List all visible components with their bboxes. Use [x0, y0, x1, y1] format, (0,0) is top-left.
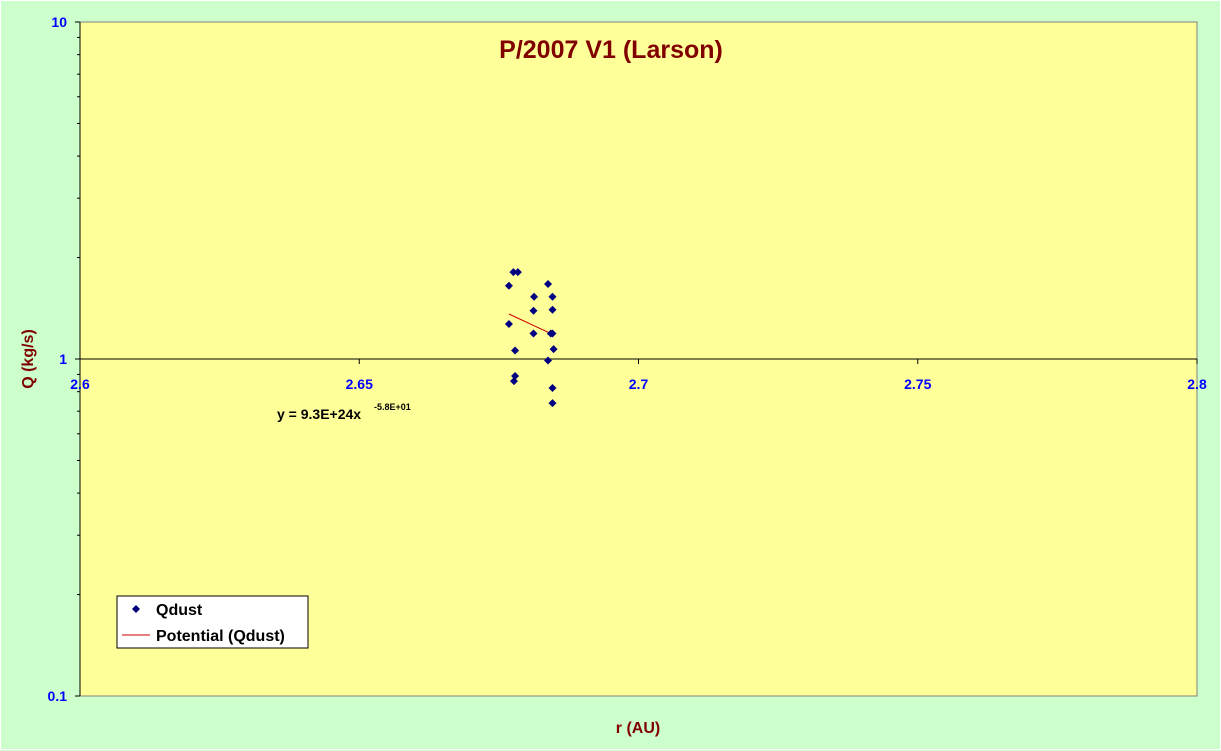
- trendline-equation: y = 9.3E+24x -5.8E+01: [277, 402, 411, 422]
- y-tick-label: 1: [59, 351, 67, 367]
- x-axis-title: r (AU): [616, 720, 660, 737]
- data-point: [504, 281, 513, 290]
- data-point: [511, 346, 520, 355]
- data-point: [504, 320, 513, 329]
- legend-marker-qdust: [132, 605, 140, 613]
- data-point: [548, 305, 557, 314]
- trendline: [508, 313, 554, 336]
- y-tick-label: 0.1: [48, 688, 68, 704]
- x-tick-label: 2.7: [629, 376, 649, 392]
- data-point: [548, 399, 557, 408]
- x-tick-label: 2.6: [70, 376, 90, 392]
- data-point: [509, 268, 518, 277]
- x-tick-labels: 2.6 2.65 2.7 2.75 2.8: [70, 376, 1207, 392]
- points-layer: [504, 268, 558, 408]
- legend-label-trend: Potential (Qdust): [156, 628, 285, 645]
- data-point: [544, 279, 553, 288]
- legend-label-qdust: Qdust: [156, 602, 203, 619]
- data-point: [548, 329, 557, 338]
- data-point: [548, 292, 557, 301]
- data-point: [509, 377, 518, 386]
- data-point: [529, 306, 538, 315]
- x-tick-label: 2.8: [1187, 376, 1207, 392]
- data-point: [513, 268, 522, 277]
- data-point: [511, 372, 520, 381]
- x-tick-label: 2.75: [904, 376, 931, 392]
- y-tick-label: 10: [51, 14, 67, 30]
- chart-title: P/2007 V1 (Larson): [499, 36, 723, 64]
- data-point: [529, 329, 538, 338]
- trendline-layer: [508, 313, 554, 336]
- x-tick-label: 2.65: [346, 376, 373, 392]
- data-point: [549, 345, 558, 354]
- equation-text: y = 9.3E+24x: [277, 406, 361, 422]
- data-point: [530, 292, 539, 301]
- y-tick-labels: 0.1 1 10: [48, 14, 68, 704]
- y-axis-title: Q (kg/s): [20, 329, 37, 389]
- data-point: [548, 384, 557, 393]
- legend: Qdust Potential (Qdust): [116, 595, 309, 649]
- legend-box: [116, 595, 309, 649]
- equation-exponent: -5.8E+01: [374, 402, 411, 412]
- tick-marks: [75, 21, 1198, 697]
- data-point: [544, 356, 553, 365]
